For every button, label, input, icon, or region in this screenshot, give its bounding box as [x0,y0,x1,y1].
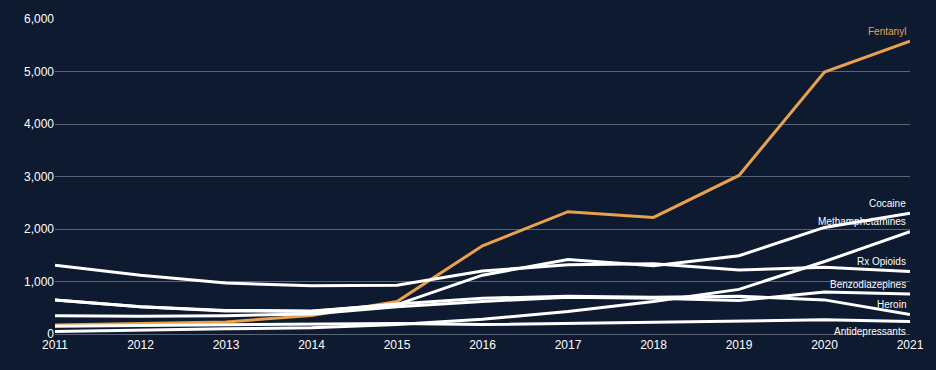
svg-text:Cocaine: Cocaine [869,198,906,209]
svg-text:Benzodiazepines: Benzodiazepines [830,279,906,290]
svg-text:0: 0 [47,327,54,341]
svg-text:2020: 2020 [811,338,838,352]
svg-text:2011: 2011 [42,338,68,352]
svg-text:Fentanyl: Fentanyl [868,26,906,37]
svg-text:5,000: 5,000 [24,65,54,79]
svg-text:Heroin: Heroin [877,299,906,310]
svg-text:4,000: 4,000 [24,117,54,131]
svg-text:2,000: 2,000 [24,222,54,236]
svg-text:Antidepressants: Antidepressants [834,326,906,337]
svg-text:2018: 2018 [640,338,667,352]
svg-text:2015: 2015 [384,338,411,352]
svg-text:Methamphetamines: Methamphetamines [818,216,906,227]
svg-text:2013: 2013 [213,338,240,352]
svg-text:2014: 2014 [298,338,325,352]
svg-text:6,000: 6,000 [24,12,54,26]
svg-text:Rx Opioids: Rx Opioids [857,256,906,267]
svg-text:2021: 2021 [897,338,924,352]
svg-text:2017: 2017 [555,338,582,352]
svg-text:2016: 2016 [469,338,496,352]
svg-text:2012: 2012 [127,338,154,352]
svg-text:2019: 2019 [726,338,753,352]
svg-text:1,000: 1,000 [24,275,54,289]
svg-text:3,000: 3,000 [24,170,54,184]
